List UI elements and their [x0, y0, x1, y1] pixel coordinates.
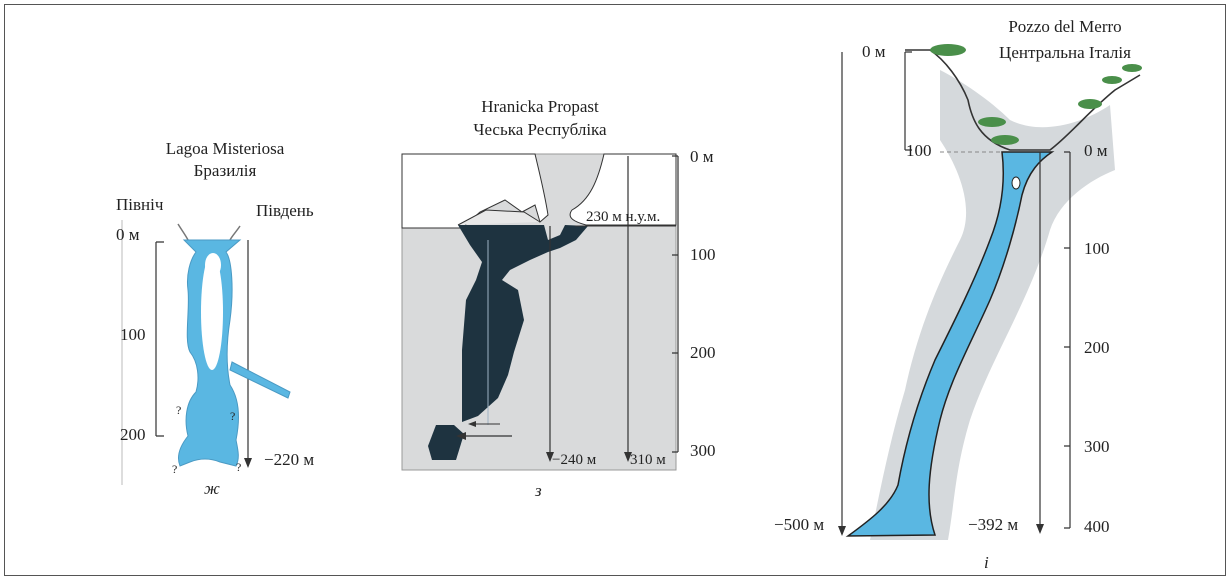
entrance-scree — [457, 209, 541, 226]
south-label: Південь — [256, 201, 314, 220]
pozzo-scale-0: 0 м — [1084, 141, 1108, 160]
pozzo-depth-a: −500 м — [774, 515, 825, 534]
depth-scale — [1064, 151, 1071, 529]
depth-scale — [672, 155, 679, 453]
lagoa-country: Бразилія — [193, 161, 257, 180]
hranicka-scale-0: 0 м — [690, 147, 714, 166]
pozzo-top-100: 100 — [906, 141, 932, 160]
lagoa-depth-100: 100 — [120, 325, 146, 344]
depth-arrow-a-head — [546, 452, 554, 462]
crater-profile — [905, 49, 1141, 151]
abyss-main-shaft — [458, 225, 588, 422]
abyss-bottom-pocket — [428, 425, 464, 460]
side-passage — [229, 361, 291, 399]
panel-lagoa-misteriosa — [121, 220, 291, 485]
depth-arrow-head — [244, 458, 252, 468]
pozzo-scale-300: 300 — [1084, 437, 1110, 456]
hranicka-depth-b: 310 м — [630, 452, 666, 468]
arrow-upper-head — [468, 421, 476, 427]
panel-hranicka-propast — [401, 153, 679, 471]
lagoa-title: Lagoa Misteriosa — [165, 139, 285, 158]
shaft-rock-nub — [1011, 176, 1021, 190]
hranicka-depth-a: −240 м — [552, 452, 597, 468]
tree-icon — [930, 44, 1142, 145]
panel-letter-z: з — [535, 481, 542, 500]
altitude-label: 230 м н.у.м. — [586, 209, 661, 225]
lagoa-depth-0: 0 м — [116, 225, 140, 244]
pozzo-scale-200: 200 — [1084, 338, 1110, 357]
hranicka-country: Чеська Республіка — [473, 120, 607, 139]
top-depth-bracket — [904, 51, 912, 151]
hranicka-scale-300: 300 — [690, 441, 716, 460]
depth-arrow-b-head — [624, 452, 632, 462]
pozzo-water-shaft — [845, 151, 1055, 537]
pozzo-title: Pozzo del Merro — [1008, 17, 1122, 36]
surface-terrain-left — [401, 153, 549, 229]
surface-vegetation — [177, 223, 241, 241]
unknown-mark: ? — [236, 460, 242, 474]
lagoa-bottom-depth: −220 м — [264, 450, 315, 469]
depth-arrow-a-head — [838, 526, 846, 536]
pozzo-country: Центральна Італія — [999, 43, 1131, 62]
depth-bracket — [155, 241, 164, 437]
panel-letter-i: i — [984, 553, 989, 572]
depth-arrow-b-head — [1036, 524, 1044, 534]
pozzo-scale-400: 400 — [1084, 517, 1110, 536]
panel-pozzo-del-merro — [838, 44, 1142, 540]
surface-terrain-right — [569, 153, 677, 226]
pozzo-top-0: 0 м — [862, 42, 886, 61]
arrow-bottom-head — [456, 432, 466, 440]
unknown-mark: ? — [176, 403, 182, 417]
hranicka-scale-100: 100 — [690, 245, 716, 264]
island-top — [205, 253, 221, 277]
pozzo-scale-100: 100 — [1084, 239, 1110, 258]
lagoa-depth-200: 200 — [120, 425, 146, 444]
island-north — [201, 254, 223, 370]
north-label: Північ — [116, 195, 164, 214]
unknown-mark: ? — [172, 462, 178, 476]
hranicka-title: Hranicka Propast — [481, 97, 599, 116]
hranicka-scale-200: 200 — [690, 343, 716, 362]
unknown-mark: ? — [230, 409, 236, 423]
figure-frame — [4, 4, 1226, 576]
pozzo-depth-b: −392 м — [968, 515, 1019, 534]
panel-letter-zh: ж — [204, 479, 220, 498]
